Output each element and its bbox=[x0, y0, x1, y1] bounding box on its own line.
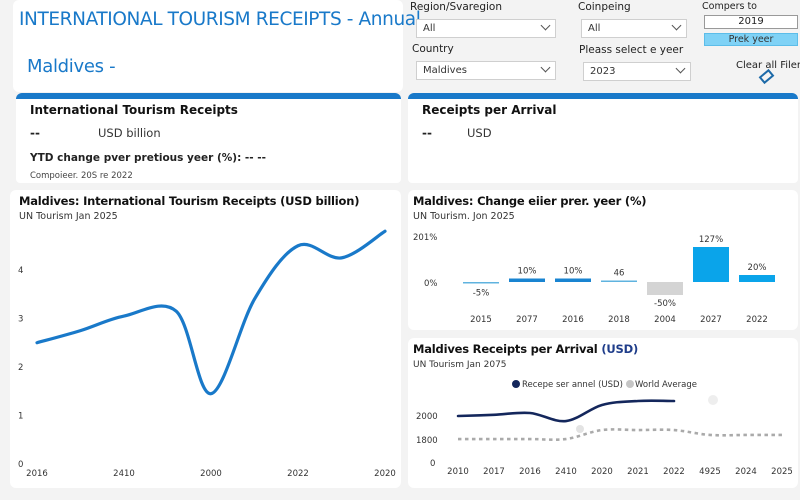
region-select[interactable]: All bbox=[416, 19, 556, 38]
prev-year-button[interactable]: Prek yeer bbox=[704, 33, 798, 46]
clear-all-filters-label[interactable]: Clear all Filers bbox=[736, 60, 800, 71]
kpi-receipts-value: -- bbox=[30, 126, 40, 140]
title-card: INTERNATIONAL TOURISM RECEIPTS - Annual … bbox=[13, 0, 421, 92]
chart3-title-unit: (USD) bbox=[601, 342, 639, 356]
per-arrival-chart-card: Maldives Receipts per Arrival (USD) UN T… bbox=[408, 338, 798, 488]
chevron-down-icon bbox=[540, 20, 551, 31]
change-bar-chart-card: Maldives: Change eiier prer. yeer (%) UN… bbox=[408, 190, 798, 330]
chart2-title: Maldives: Change eiier prer. yeer (%) bbox=[413, 194, 647, 208]
chart3-title: Maldives Receipts per Arrival (USD) bbox=[413, 342, 638, 356]
kpi-receipts-card: International Tourism Receipts -- USD bi… bbox=[16, 93, 401, 183]
country-select[interactable]: Maldives bbox=[416, 61, 556, 80]
region-filter-label: Region/Svaregion bbox=[410, 1, 503, 13]
chart3-subtitle: UN Tourism Jan 2075 bbox=[413, 360, 507, 370]
chart1-title: Maldives: International Tourism Receipts… bbox=[19, 194, 360, 208]
chevron-down-icon bbox=[671, 20, 682, 31]
eraser-icon[interactable] bbox=[758, 68, 775, 85]
kpi-per-arrival-value: -- bbox=[422, 126, 432, 140]
kpi-receipts-title: International Tourism Receipts bbox=[30, 103, 238, 117]
kpi-per-arrival-title: Receipts per Arrival bbox=[422, 103, 557, 117]
year-select-value: 2023 bbox=[590, 66, 616, 77]
country-subtitle: Maldives - bbox=[27, 56, 116, 77]
compare-to-label: Compers to bbox=[702, 1, 757, 12]
ytd-change-label: YTD change pver pretious yeer (%): -- -- bbox=[30, 152, 267, 164]
compare-year-input[interactable]: 2019 bbox=[704, 15, 798, 29]
receipts-line-chart-card: Maldives: International Tourism Receipts… bbox=[10, 190, 401, 488]
kpi-receipts-unit: USD billion bbox=[98, 126, 161, 140]
country-filter-label: Country bbox=[412, 43, 454, 55]
chart1-subtitle: UN Tourism Jan 2025 bbox=[19, 211, 118, 222]
chart2-subtitle: UN Tourism. Jon 2025 bbox=[413, 211, 515, 222]
country-select-value: Maldives bbox=[423, 65, 467, 76]
comparing-select[interactable]: All bbox=[581, 19, 687, 38]
page-title: INTERNATIONAL TOURISM RECEIPTS - Annual bbox=[19, 9, 421, 30]
year-select[interactable]: 2023 bbox=[583, 62, 691, 81]
chart3-title-text: Maldives Receipts per Arrival bbox=[413, 342, 598, 356]
chevron-down-icon bbox=[675, 63, 686, 74]
region-select-value: All bbox=[423, 23, 436, 34]
kpi-per-arrival-card: Receipts per Arrival -- USD bbox=[408, 93, 798, 183]
compare-note: Compoieer. 20S re 2022 bbox=[30, 171, 133, 181]
comparing-select-value: All bbox=[588, 23, 601, 34]
kpi-per-arrival-unit: USD bbox=[467, 126, 492, 140]
year-filter-label: Pleass select e yeer bbox=[579, 44, 684, 56]
comparing-filter-label: Coinpeing bbox=[578, 1, 631, 13]
chevron-down-icon bbox=[540, 62, 551, 73]
